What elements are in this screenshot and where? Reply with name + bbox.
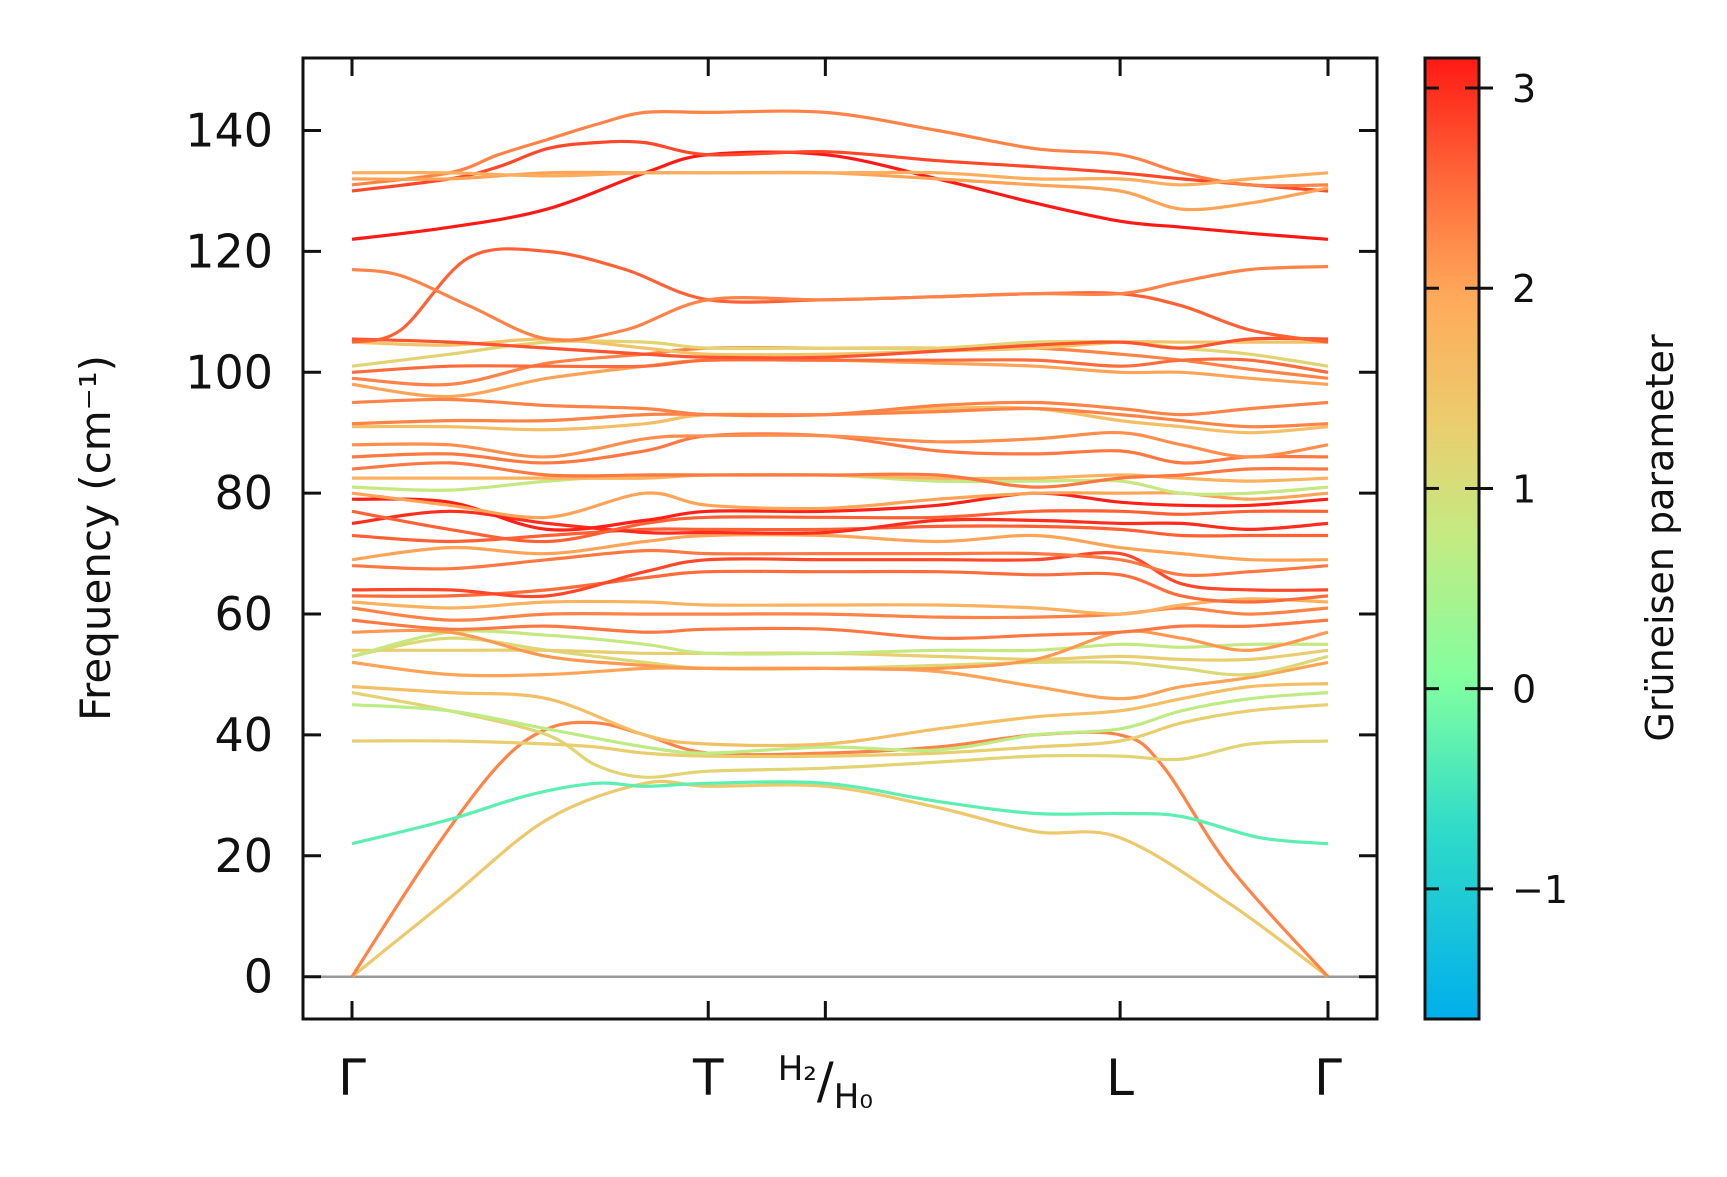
plot-frame bbox=[301, 56, 1379, 1021]
colorbar-tick-label: 1 bbox=[1512, 467, 1536, 511]
band-16 bbox=[351, 569, 1329, 604]
band-38 bbox=[351, 336, 1329, 360]
band-27 bbox=[351, 461, 1329, 489]
y-tick-label: 20 bbox=[214, 829, 273, 883]
x-axis: Γ T H₂/H₀ L Γ bbox=[338, 58, 1342, 1117]
band-4 bbox=[351, 691, 1329, 779]
colorbar-label: Grüneisen parameter bbox=[1638, 334, 1682, 742]
band-22 bbox=[351, 509, 1329, 544]
band-17 bbox=[351, 550, 1329, 599]
band-15 bbox=[351, 597, 1329, 616]
band-40 bbox=[351, 264, 1329, 342]
y-axis-label-main: Frequency (cm⁻¹) bbox=[71, 355, 120, 721]
y-axis-label: Frequency (cm⁻¹) bbox=[71, 355, 120, 721]
band-45 bbox=[351, 170, 1329, 187]
band-44 bbox=[351, 170, 1329, 212]
band-21 bbox=[351, 509, 1329, 535]
band-13 bbox=[351, 618, 1329, 640]
colorbar-tick-label: 0 bbox=[1512, 668, 1536, 712]
y-tick-label: 100 bbox=[185, 345, 273, 399]
phonon-bands bbox=[350, 109, 1330, 978]
x-tick-label: T bbox=[692, 1049, 724, 1107]
band-7 bbox=[351, 682, 1329, 748]
y-tick-label: 140 bbox=[185, 104, 273, 158]
band-35 bbox=[351, 357, 1329, 374]
band-29 bbox=[351, 430, 1329, 459]
colorbar-gradient bbox=[1423, 56, 1481, 1021]
x-tick-label: Γ bbox=[338, 1049, 366, 1107]
band-32 bbox=[351, 397, 1329, 418]
band-10 bbox=[351, 648, 1329, 662]
band-28 bbox=[351, 432, 1329, 465]
band-12 bbox=[351, 628, 1329, 671]
y-tick-label: 40 bbox=[214, 708, 273, 762]
colorbar-tick-label: 2 bbox=[1512, 267, 1536, 311]
x-tick-label: H₂/H₀ bbox=[778, 1049, 873, 1117]
y-tick-label: 80 bbox=[214, 466, 273, 520]
y-axis: 0 20 40 60 80 100 120 140 bbox=[185, 104, 1377, 1004]
band-18 bbox=[351, 548, 1329, 577]
band-3 bbox=[351, 780, 1329, 846]
colorbar-tick-label: −1 bbox=[1512, 868, 1568, 912]
band-5 bbox=[351, 703, 1329, 759]
band-19 bbox=[351, 533, 1329, 562]
colorbar-tick-label: 3 bbox=[1512, 67, 1536, 111]
x-tick-label: Γ bbox=[1314, 1049, 1342, 1107]
y-tick-label: 60 bbox=[214, 587, 273, 641]
band-11 bbox=[351, 629, 1329, 658]
y-tick-label: 0 bbox=[244, 950, 273, 1004]
band-31 bbox=[351, 406, 1329, 429]
colorbar-ticks: −1 0 1 2 3 bbox=[1425, 67, 1568, 912]
band-37 bbox=[351, 337, 1328, 357]
band-23 bbox=[351, 491, 1329, 532]
band-1 bbox=[350, 779, 1329, 978]
band-41 bbox=[351, 150, 1329, 241]
band-6 bbox=[351, 691, 1329, 755]
y-tick-label: 120 bbox=[185, 224, 273, 278]
band-42 bbox=[351, 139, 1329, 193]
plot-area bbox=[301, 56, 1379, 1021]
band-2 bbox=[350, 720, 1330, 978]
band-14 bbox=[351, 606, 1329, 622]
colorbar: −1 0 1 2 3 Grüneisen parameter bbox=[1423, 56, 1682, 1021]
x-tick-label: L bbox=[1106, 1049, 1134, 1107]
band-39 bbox=[351, 247, 1329, 344]
band-43 bbox=[351, 109, 1329, 188]
